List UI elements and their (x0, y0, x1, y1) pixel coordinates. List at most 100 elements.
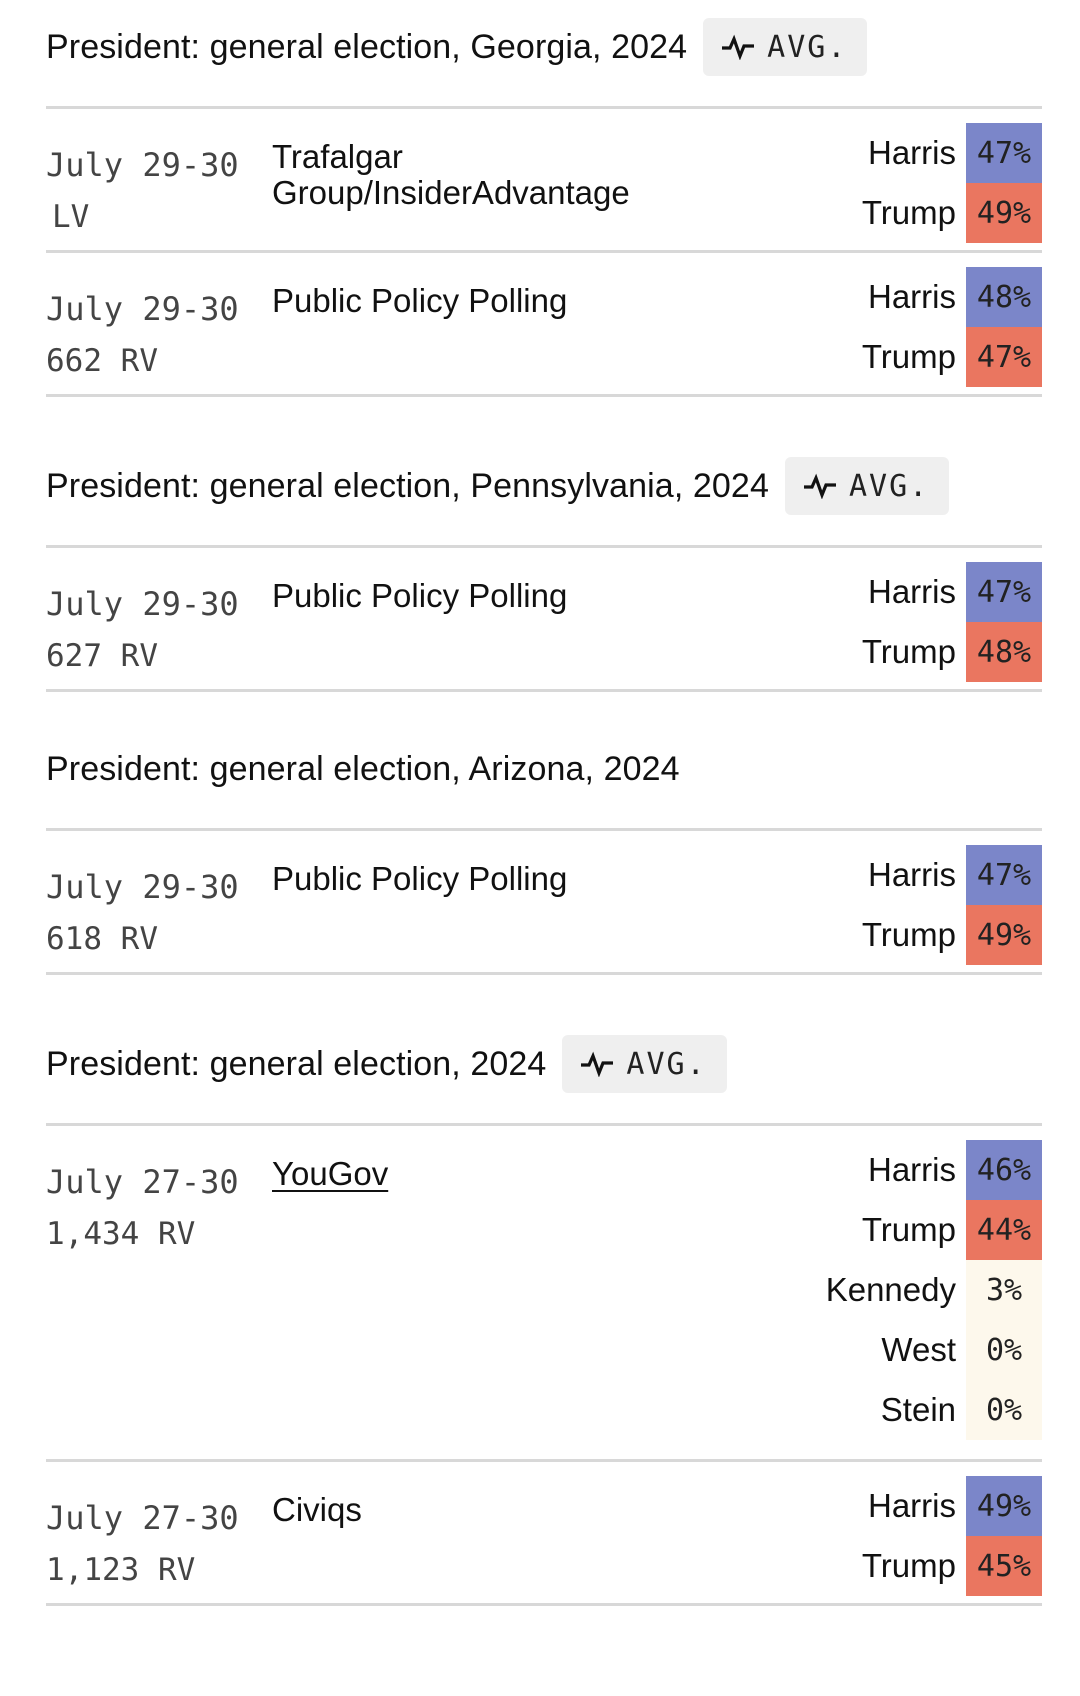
result-trump: Trump 49% (862, 183, 1042, 243)
poll-row[interactable]: July 27-30 1,434 RV YouGov Harris 46% Tr… (46, 1126, 1042, 1459)
poll-sample: 1,123 RV (46, 1552, 196, 1588)
pulse-icon (722, 34, 755, 60)
candidate-name: Harris (868, 573, 956, 610)
section-header-arizona: President: general election, Arizona, 20… (46, 738, 1042, 800)
section-title: President: general election, Arizona, 20… (46, 749, 680, 788)
result-trump: Trump 48% (862, 622, 1042, 682)
avg-button[interactable]: AVG. (703, 18, 868, 76)
avg-label: AVG. (626, 1046, 707, 1082)
candidate-name: Trump (861, 1211, 956, 1248)
result-trump: Trump 49% (862, 905, 1042, 965)
poll-results: Harris 49% Trump 45% (862, 1476, 1042, 1596)
result-harris: Harris 48% (862, 267, 1042, 327)
section-header-national: President: general election, 2024 AVG. (46, 1033, 1042, 1095)
result-harris: Harris 47% (862, 123, 1042, 183)
avg-button[interactable]: AVG. (784, 457, 950, 515)
poll-dates: July 29-30 (46, 290, 239, 328)
candidate-name: Harris (868, 856, 956, 893)
poll-sample: LV (52, 199, 90, 235)
section-title: President: general election, Georgia, 20… (46, 27, 688, 66)
candidate-pct: 3% (966, 1260, 1042, 1320)
candidate-name: Harris (868, 278, 956, 315)
candidate-name: Trump (861, 916, 956, 953)
divider (46, 545, 1042, 548)
candidate-pct: 48% (966, 267, 1042, 327)
divider (46, 394, 1042, 397)
candidate-pct: 0% (966, 1380, 1042, 1440)
poll-row[interactable]: July 29-30 LV Trafalgar Group/InsiderAdv… (46, 109, 1042, 250)
avg-button[interactable]: AVG. (562, 1035, 727, 1093)
pollster-name[interactable]: Public Policy Polling (272, 860, 568, 897)
candidate-name: West (881, 1331, 956, 1368)
poll-sample: 1,434 RV (46, 1216, 196, 1252)
candidate-name: Trump (861, 338, 956, 375)
divider (46, 972, 1042, 975)
candidate-name: Harris (868, 134, 956, 171)
pollster-name[interactable]: Trafalgar Group/InsiderAdvantage (272, 138, 630, 211)
poll-sample: 627 RV (46, 638, 158, 674)
candidate-pct: 47% (966, 327, 1042, 387)
candidate-pct: 0% (966, 1320, 1042, 1380)
poll-results: Harris 47% Trump 49% (862, 845, 1042, 965)
divider (46, 1123, 1042, 1126)
result-stein: Stein 0% (826, 1380, 1042, 1440)
candidate-pct: 45% (966, 1536, 1042, 1596)
candidate-pct: 44% (966, 1200, 1042, 1260)
result-trump: Trump 44% (826, 1200, 1042, 1260)
candidate-pct: 46% (966, 1140, 1042, 1200)
pollster-link[interactable]: YouGov (272, 1155, 389, 1192)
poll-row[interactable]: July 29-30 662 RV Public Policy Polling … (46, 253, 1042, 394)
divider (46, 689, 1042, 692)
pulse-icon (803, 473, 836, 499)
pulse-icon (581, 1051, 614, 1077)
poll-results: Harris 47% Trump 48% (862, 562, 1042, 682)
result-harris: Harris 47% (862, 845, 1042, 905)
candidate-name: Stein (880, 1391, 956, 1428)
candidate-name: Trump (861, 1547, 956, 1584)
poll-results: Harris 46% Trump 44% Kennedy 3% West 0% … (826, 1140, 1042, 1440)
result-kennedy: Kennedy 3% (826, 1260, 1042, 1320)
pollster-name[interactable]: Public Policy Polling (272, 577, 568, 614)
divider (46, 828, 1042, 831)
pollster-name[interactable]: Civiqs (272, 1491, 362, 1528)
poll-results: Harris 47% Trump 49% (862, 123, 1042, 243)
section-title: President: general election, Pennsylvani… (46, 466, 769, 505)
candidate-name: Trump (861, 633, 956, 670)
divider (46, 1459, 1042, 1462)
avg-label: AVG. (767, 29, 848, 65)
section-header-georgia: President: general election, Georgia, 20… (46, 16, 1042, 78)
candidate-pct: 49% (966, 905, 1042, 965)
result-harris: Harris 46% (826, 1140, 1042, 1200)
candidate-name: Trump (861, 194, 956, 231)
poll-row[interactable]: July 29-30 627 RV Public Policy Polling … (46, 548, 1042, 689)
poll-dates: July 29-30 (46, 585, 239, 623)
candidate-pct: 49% (966, 1476, 1042, 1536)
poll-results: Harris 48% Trump 47% (862, 267, 1042, 387)
poll-sample: 618 RV (46, 921, 158, 957)
polls-page: President: general election, Georgia, 20… (0, 16, 1080, 1606)
candidate-pct: 49% (966, 183, 1042, 243)
poll-sample: 662 RV (46, 343, 158, 379)
result-harris: Harris 47% (862, 562, 1042, 622)
candidate-name: Harris (868, 1151, 956, 1188)
poll-dates: July 29-30 (46, 868, 239, 906)
poll-row[interactable]: July 27-30 1,123 RV Civiqs Harris 49% Tr… (46, 1462, 1042, 1603)
section-title: President: general election, 2024 (46, 1044, 547, 1083)
result-harris: Harris 49% (862, 1476, 1042, 1536)
divider (46, 1603, 1042, 1606)
poll-dates: July 27-30 (46, 1499, 239, 1537)
candidate-pct: 47% (966, 845, 1042, 905)
poll-row[interactable]: July 29-30 618 RV Public Policy Polling … (46, 831, 1042, 972)
result-trump: Trump 45% (862, 1536, 1042, 1596)
candidate-name: Kennedy (825, 1271, 956, 1308)
candidate-name: Harris (868, 1487, 956, 1524)
result-trump: Trump 47% (862, 327, 1042, 387)
candidate-pct: 47% (966, 123, 1042, 183)
section-header-pennsylvania: President: general election, Pennsylvani… (46, 455, 1042, 517)
divider (46, 106, 1042, 109)
poll-dates: July 29-30 (46, 146, 239, 184)
divider (46, 250, 1042, 253)
pollster-name[interactable]: Public Policy Polling (272, 282, 568, 319)
avg-label: AVG. (848, 468, 930, 504)
result-west: West 0% (826, 1320, 1042, 1380)
